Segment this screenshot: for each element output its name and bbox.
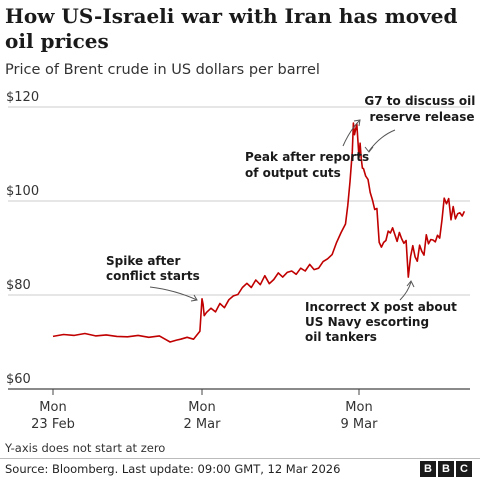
x-tick-label: 9 Mar bbox=[341, 417, 379, 432]
annotation-spike: Spike after conflict starts bbox=[106, 254, 200, 283]
annotation-g7-line2: reserve release bbox=[369, 110, 474, 124]
x-tick-label: 2 Mar bbox=[184, 417, 222, 432]
annotation-g7-line1: G7 to discuss oil bbox=[364, 94, 475, 108]
annotation-g7-arrowhead bbox=[364, 146, 374, 153]
y-tick-label: $100 bbox=[6, 184, 39, 199]
annotation-peak: Peak after reports of output cuts bbox=[245, 150, 373, 180]
annotation-spike-arrowhead bbox=[190, 294, 198, 302]
annotation-peak-arrowhead bbox=[353, 119, 361, 127]
series-layer bbox=[52, 122, 466, 343]
x-tick-label: Mon bbox=[188, 400, 215, 415]
annotation-x-post-arrow bbox=[399, 281, 412, 301]
annotation-layer: G7 to discuss oil reserve release Peak a… bbox=[106, 94, 479, 344]
annotation-x-post-line2: US Navy escorting bbox=[305, 315, 429, 329]
annotation-g7: G7 to discuss oil reserve release bbox=[364, 94, 479, 124]
annotation-x-post-arrowhead bbox=[406, 280, 415, 288]
x-tick-label: Mon bbox=[39, 400, 66, 415]
x-tick-label: Mon bbox=[345, 400, 372, 415]
y-tick-label: $80 bbox=[6, 278, 31, 293]
annotation-x-post-line3: oil tankers bbox=[305, 330, 377, 344]
bbc-logo-letter-2: B bbox=[438, 461, 454, 477]
annotation-peak-line2: of output cuts bbox=[245, 166, 341, 180]
axis-layer: $120 $100 $80 $60 Mon 23 Feb Mon 2 Mar Mon 9 Mar bbox=[6, 90, 470, 432]
axis-note: Y-axis does not start at zero bbox=[5, 441, 166, 455]
footer-divider bbox=[0, 458, 480, 459]
y-tick-label: $60 bbox=[6, 372, 31, 387]
y-tick-label: $120 bbox=[6, 90, 39, 105]
chart-subtitle: Price of Brent crude in US dollars per b… bbox=[5, 62, 320, 78]
source-line: Source: Bloomberg. Last update: 09:00 GM… bbox=[5, 462, 341, 476]
bbc-logo-letter-3: C bbox=[456, 461, 472, 477]
annotation-x-post-line1: Incorrect X post about bbox=[305, 300, 457, 314]
brent-price-line bbox=[52, 122, 466, 343]
annotation-peak-arrow bbox=[342, 119, 361, 147]
annotation-g7-arrow bbox=[368, 129, 396, 152]
grid-layer bbox=[8, 106, 470, 296]
annotation-peak-line1: Peak after reports bbox=[245, 150, 369, 164]
chart-title: How US-Israeli war with Iran has moved o… bbox=[5, 4, 458, 53]
bbc-logo-letter-1: B bbox=[420, 461, 436, 477]
annotation-spike-arrow bbox=[149, 286, 198, 301]
annotation-x-post: Incorrect X post about US Navy escorting… bbox=[305, 300, 461, 344]
x-tick-label: 23 Feb bbox=[31, 417, 75, 432]
bbc-logo: B B C bbox=[420, 461, 472, 477]
annotation-spike-line2: conflict starts bbox=[106, 269, 200, 283]
annotation-spike-line1: Spike after bbox=[106, 254, 181, 268]
